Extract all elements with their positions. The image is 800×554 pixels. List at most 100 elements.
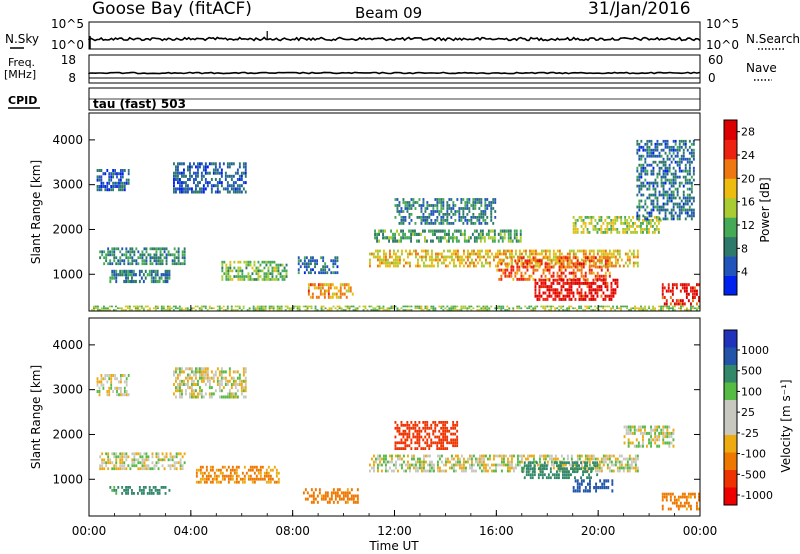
power-echo-cell-4 xyxy=(218,171,221,175)
power-echo-cell-8 xyxy=(429,264,431,268)
power-echo-cell-2 xyxy=(133,250,136,254)
velocity-echo-cell-3 xyxy=(181,379,183,383)
velocity-echo-cell-6 xyxy=(544,454,547,458)
power-echo-cell-2 xyxy=(145,262,148,266)
power-echo-cell-8 xyxy=(501,258,503,262)
velocity-echo-cell-3 xyxy=(185,389,187,393)
velocity-echo-cell-3 xyxy=(244,376,247,380)
velocity-echo-cell-3 xyxy=(195,370,197,374)
power-echo-cell-0 xyxy=(154,309,157,311)
power-echo-cell-0 xyxy=(668,305,670,308)
velocity-echo-cell-3 xyxy=(244,389,247,393)
velocity-echo-cell-3 xyxy=(185,392,187,396)
velocity-echo-cell-9 xyxy=(599,479,602,483)
power-echo-cell-4 xyxy=(197,184,199,188)
power-echo-cell-10 xyxy=(476,216,479,219)
velocity-echo-cell-3 xyxy=(226,379,229,383)
power-echo-cell-0 xyxy=(142,309,145,311)
power-echo-cell-7 xyxy=(311,295,314,299)
power-echo-cell-11 xyxy=(568,256,571,260)
power-echo-cell-4 xyxy=(220,171,223,175)
power-echo-cell-9 xyxy=(378,239,380,243)
velocity-echo-cell-7 xyxy=(454,426,457,430)
power-echo-cell-8 xyxy=(463,258,465,262)
power-echo-cell-14 xyxy=(668,211,671,215)
power-echo-cell-0 xyxy=(540,305,543,308)
velocity-echo-cell-0 xyxy=(149,467,152,471)
power-echo-cell-4 xyxy=(242,171,245,175)
velocity-echo-cell-9 xyxy=(611,479,614,483)
velocity-echo-cell-6 xyxy=(463,463,465,467)
power-echo-cell-8 xyxy=(552,249,555,253)
power-echo-cell-11 xyxy=(504,268,507,272)
power-echo-cell-6 xyxy=(297,262,300,266)
power-echo-cell-13 xyxy=(606,228,609,231)
power-echo-cell-13 xyxy=(640,231,642,234)
velocity-echo-cell-8 xyxy=(529,473,532,477)
power-echo-cell-0 xyxy=(370,305,373,308)
velocity-echo-cell-6 xyxy=(373,460,375,464)
power-echo-cell-8 xyxy=(381,261,383,265)
velocity-echo-cell-3 xyxy=(224,383,227,386)
power-echo-cell-13 xyxy=(620,216,623,219)
power-echo-cell-9 xyxy=(438,229,440,233)
power-echo-cell-13 xyxy=(592,225,595,228)
power-echo-cell-7 xyxy=(335,292,338,296)
velocity-echo-cell-6 xyxy=(596,457,599,461)
velocity-echo-cell-3 xyxy=(206,367,209,371)
velocity-echo-cell-6 xyxy=(473,454,475,458)
velocity-echo-cell-5 xyxy=(326,500,329,504)
velocity-echo-cell-5 xyxy=(314,488,317,492)
power-echo-cell-8 xyxy=(628,255,631,259)
power-echo-cell-1 xyxy=(125,178,128,182)
velocity-echo-cell-0 xyxy=(127,455,130,459)
power-echo-cell-15 xyxy=(692,286,694,290)
power-echo-cell-0 xyxy=(460,305,463,308)
power-echo-cell-14 xyxy=(674,148,677,152)
velocity-echo-cell-6 xyxy=(487,463,489,467)
power-echo-cell-6 xyxy=(330,271,333,275)
power-echo-cell-8 xyxy=(546,249,549,253)
power-echo-cell-15 xyxy=(687,299,690,303)
power-echo-cell-13 xyxy=(594,225,597,228)
power-echo-cell-8 xyxy=(489,264,491,268)
power-echo-cell-9 xyxy=(402,229,404,233)
power-echo-cell-8 xyxy=(489,249,491,253)
power-echo-cell-12 xyxy=(568,285,571,289)
power-echo-cell-8 xyxy=(483,255,485,259)
power-echo-cell-0 xyxy=(103,309,105,311)
velocity-echo-cell-6 xyxy=(415,460,417,464)
velocity-echo-cell-7 xyxy=(410,438,413,442)
power-echo-cell-10 xyxy=(434,210,437,213)
velocity-echo-cell-6 xyxy=(558,460,561,464)
velocity-echo-cell-4 xyxy=(215,468,218,472)
power-echo-cell-8 xyxy=(600,261,603,265)
power-echo-cell-1 xyxy=(110,172,113,176)
velocity-echo-cell-6 xyxy=(507,466,509,470)
power-echo-cell-0 xyxy=(109,305,111,308)
velocity-echo-cell-4 xyxy=(261,465,264,469)
power-echo-cell-10 xyxy=(490,207,493,210)
power-echo-cell-1 xyxy=(112,188,114,192)
velocity-echo-cell-8 xyxy=(533,467,536,471)
power-echo-cell-14 xyxy=(656,181,659,185)
velocity-echo-cell-3 xyxy=(230,386,233,390)
power-echo-cell-8 xyxy=(509,255,511,259)
power-echo-cell-10 xyxy=(468,198,471,201)
power-echo-cell-11 xyxy=(580,274,583,278)
velocity-echo-cell-3 xyxy=(210,392,213,396)
power-echo-cell-10 xyxy=(466,207,469,210)
velocity-echo-cell-3 xyxy=(236,395,239,399)
velocity-echo-cell-5 xyxy=(318,491,321,495)
power-echo-cell-9 xyxy=(380,229,382,233)
power-echo-cell-13 xyxy=(646,228,648,231)
velocity-echo-cell-6 xyxy=(467,457,469,461)
power-echo-cell-2 xyxy=(105,256,108,260)
power-echo-cell-2 xyxy=(155,256,158,260)
power-echo-cell-7 xyxy=(341,292,344,296)
power-echo-cell-14 xyxy=(658,151,661,155)
velocity-echo-cell-4 xyxy=(257,471,260,475)
power-echo-cell-0 xyxy=(466,309,469,311)
velocity-echo-cell-7 xyxy=(454,438,457,442)
velocity-echo-cell-6 xyxy=(632,457,635,461)
